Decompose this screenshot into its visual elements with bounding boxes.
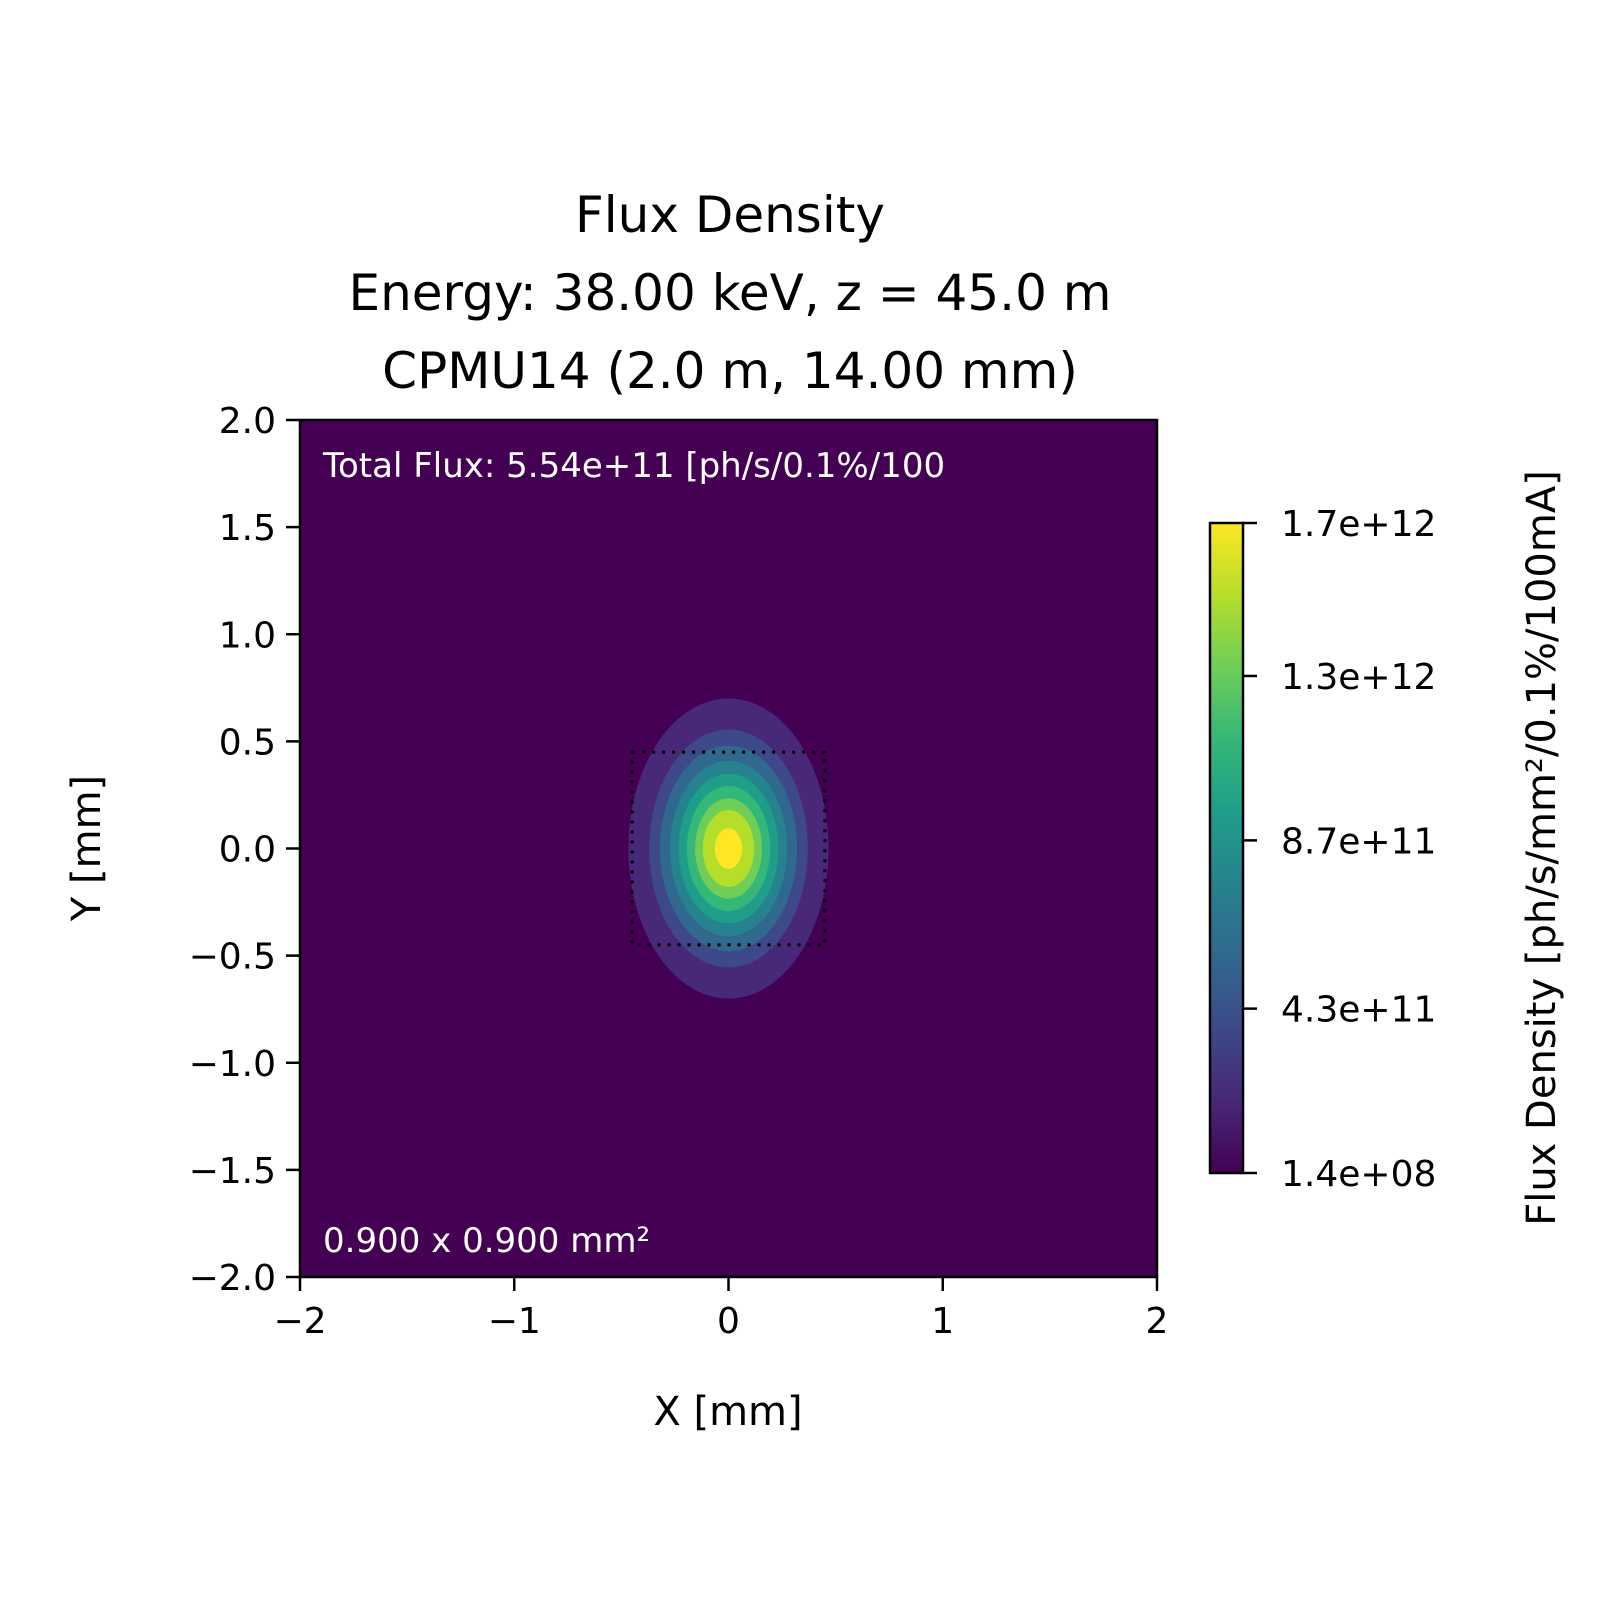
y-tick-label: 0.5 [219, 722, 276, 763]
y-axis-label: Y [mm] [64, 775, 110, 922]
aperture-box [630, 750, 827, 947]
colorbar-tick-label: 1.7e+12 [1281, 504, 1436, 545]
x-axis-label: X [mm] [653, 1389, 802, 1435]
x-tick-label: −1 [488, 1301, 541, 1342]
y-tick-label: 2.0 [219, 401, 276, 442]
chart-title-line-1: Flux Density [575, 186, 885, 244]
heatmap-beam-spot [605, 664, 852, 1033]
colorbar-ticks: 1.7e+12 1.3e+12 8.7e+11 4.3e+11 1.4e+08 [1243, 504, 1436, 1195]
colorbar-tick-label: 8.7e+11 [1281, 821, 1436, 862]
chart-title-line-2: Energy: 38.00 keV, z = 45.0 m [349, 264, 1112, 322]
x-tick-label: 1 [931, 1301, 954, 1342]
x-axis-ticks: −2 −1 0 1 2 [273, 1277, 1168, 1342]
y-axis-ticks: 2.0 1.5 1.0 0.5 0.0 −0.5 −1.0 −1.5 −2.0 [189, 401, 300, 1299]
colorbar-label: Flux Density [ph/s/mm²/0.1%/100mA] [1519, 470, 1565, 1226]
plot-area: Total Flux: 5.54e+11 [ph/s/0.1%/100 0.90… [300, 420, 1157, 1277]
y-tick-label: −1.0 [189, 1044, 276, 1085]
beam-level [720, 836, 737, 861]
x-tick-label: −2 [273, 1301, 326, 1342]
total-flux-annotation: Total Flux: 5.54e+11 [ph/s/0.1%/100 [322, 446, 945, 486]
x-tick-label: 2 [1146, 1301, 1169, 1342]
y-tick-label: −0.5 [189, 937, 276, 978]
y-tick-label: 1.5 [219, 508, 276, 549]
y-tick-label: 1.0 [219, 615, 276, 656]
colorbar-tick-label: 1.4e+08 [1281, 1154, 1436, 1195]
colorbar-tick-label: 1.3e+12 [1281, 657, 1436, 698]
y-tick-label: 0.0 [219, 830, 276, 871]
aperture-size-annotation: 0.900 x 0.900 mm² [323, 1221, 650, 1261]
y-tick-label: −1.5 [189, 1151, 276, 1192]
colorbar [1208, 521, 1245, 1175]
chart-title-line-3: CPMU14 (2.0 m, 14.00 mm) [382, 342, 1078, 400]
x-tick-label: 0 [717, 1301, 740, 1342]
y-tick-label: −2.0 [189, 1258, 276, 1299]
colorbar-tick-label: 4.3e+11 [1281, 990, 1436, 1031]
